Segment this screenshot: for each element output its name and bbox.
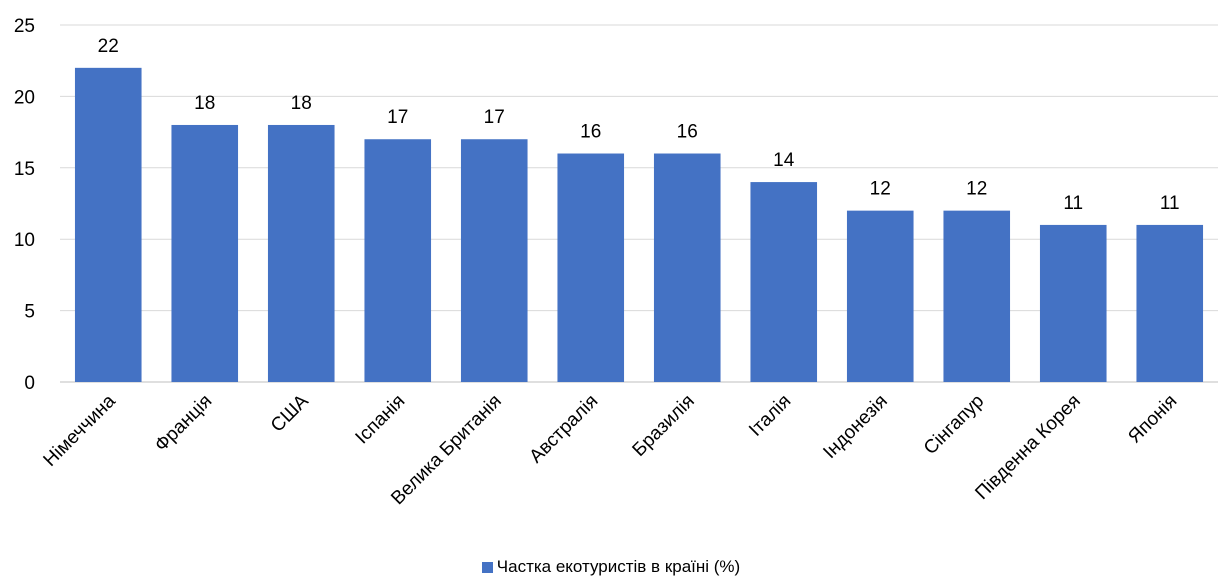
legend-swatch: [481, 561, 493, 573]
bar: [74, 67, 142, 382]
y-tick-label: 5: [24, 302, 35, 323]
data-label: 22: [98, 36, 119, 57]
x-tick-label: США: [267, 390, 313, 436]
bar: [1039, 224, 1107, 382]
data-labels: 22 18 18 17 17 16 16 14 12 12 11 11: [98, 36, 1180, 214]
y-tick-label: 20: [14, 87, 35, 108]
bar: [364, 139, 432, 382]
x-tick-label: Індонезія: [819, 391, 891, 463]
bar: [460, 139, 528, 382]
gridlines: [60, 24, 1218, 383]
x-tick-label: Австралія: [526, 391, 603, 468]
y-tick-label: 0: [24, 373, 35, 394]
data-label: 12: [966, 179, 987, 200]
data-label: 17: [387, 107, 408, 128]
legend-label: Частка екотуристів в країні (%): [496, 557, 741, 576]
bar: [267, 124, 335, 383]
y-tick-label: 10: [14, 230, 35, 251]
x-tick-label: Південна Корея: [971, 391, 1084, 504]
data-label: 18: [291, 93, 312, 114]
x-tick-label: Японія: [1124, 391, 1181, 448]
data-label: 14: [773, 150, 795, 171]
bar: [1136, 224, 1204, 382]
data-label: 12: [870, 179, 891, 200]
x-tick-label: Німеччина: [40, 390, 121, 471]
data-label: 16: [677, 122, 698, 143]
x-tick-label: Бразилія: [629, 391, 699, 461]
y-tick-label: 15: [14, 159, 35, 180]
data-label: 11: [1063, 193, 1083, 214]
bar: [171, 124, 239, 383]
data-label: 18: [194, 93, 215, 114]
y-axis-tick-labels: 0 5 10 15 20 25: [14, 16, 35, 394]
data-label: 16: [580, 122, 601, 143]
x-tick-label: Італія: [745, 391, 795, 441]
bars: [74, 67, 1204, 383]
bar: [653, 153, 721, 382]
x-tick-label: Франція: [151, 391, 216, 456]
x-tick-label: Іспанія: [352, 391, 410, 449]
legend: Частка екотуристів в країні (%): [0, 555, 1222, 579]
bar: [846, 210, 914, 382]
bar: [750, 182, 818, 382]
bar: [557, 153, 625, 382]
bar: [943, 210, 1011, 382]
x-tick-label: Сінгапур: [920, 391, 988, 459]
data-label: 17: [484, 107, 505, 128]
data-label: 11: [1160, 193, 1180, 214]
y-tick-label: 25: [14, 16, 35, 37]
